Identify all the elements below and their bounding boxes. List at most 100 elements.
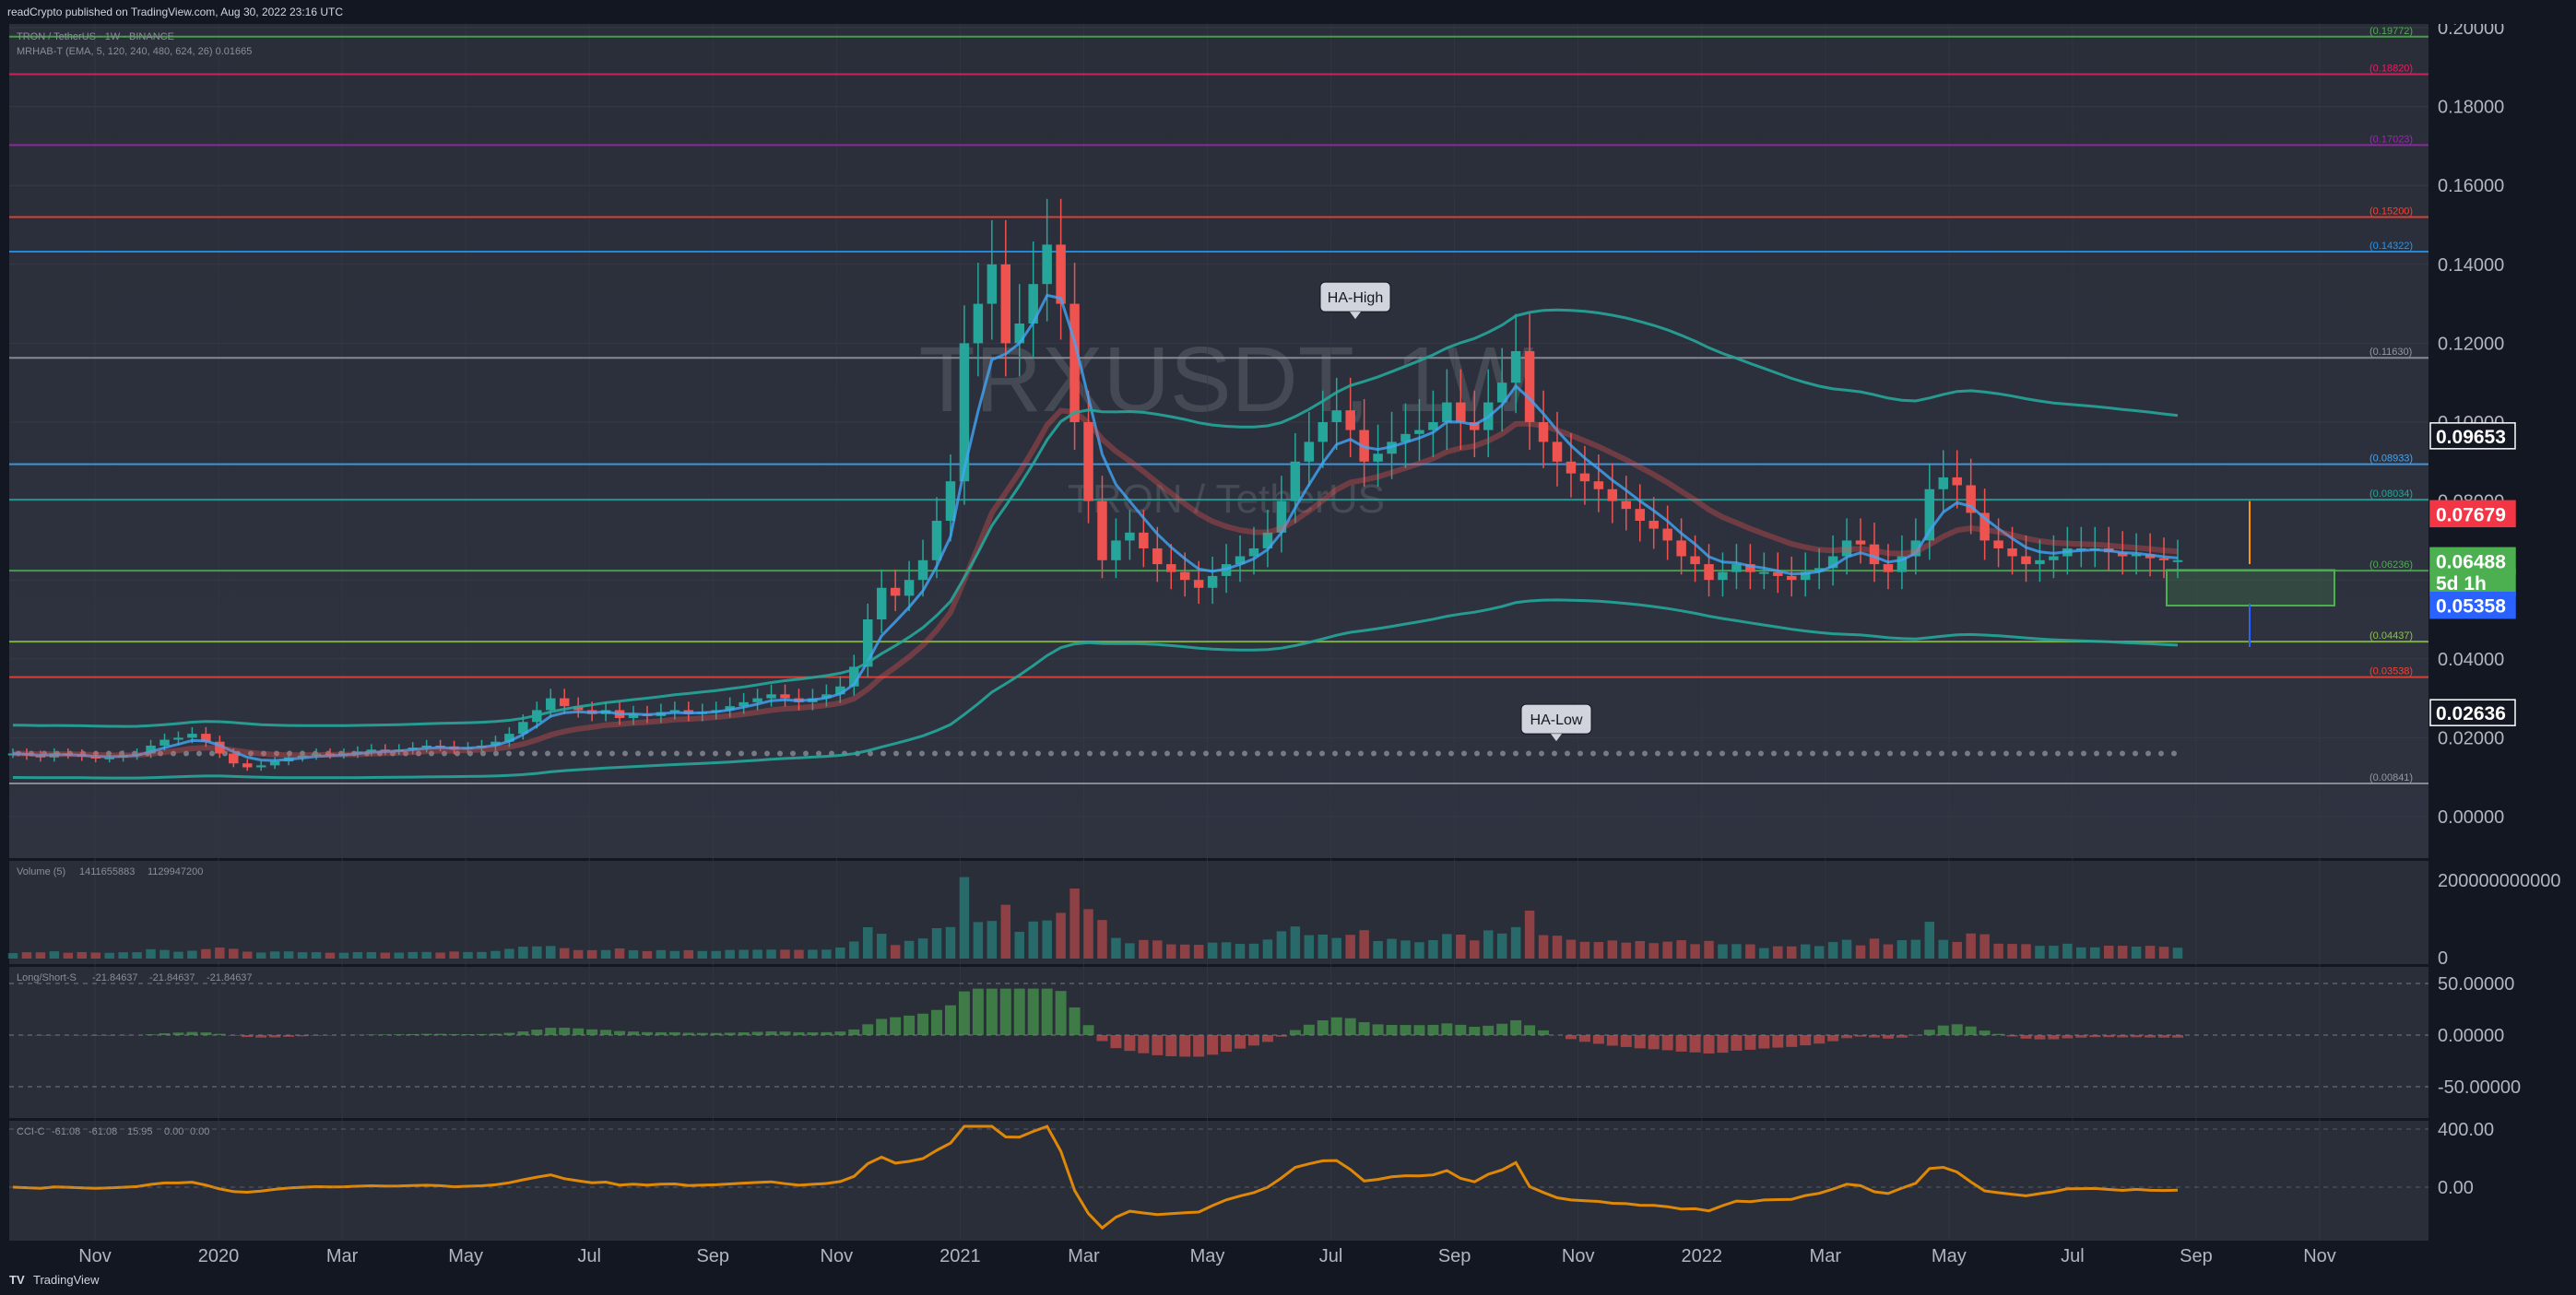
dotted-support-point: [1810, 750, 1815, 757]
dotted-support-point: [1758, 750, 1764, 757]
volume-bar: [1718, 944, 1728, 959]
long-short-bar: [1152, 1035, 1164, 1055]
volume-bar: [1979, 934, 1990, 959]
volume-bar: [146, 948, 156, 959]
price-tag: [2429, 500, 2516, 528]
dotted-support-point: [687, 750, 692, 757]
volume-bar: [2103, 945, 2114, 959]
dotted-support-point: [816, 750, 821, 757]
candle-body: [546, 698, 556, 711]
dotted-support-point: [597, 750, 602, 757]
volume-bar: [269, 951, 280, 959]
long-short-bar: [1386, 1025, 1398, 1035]
candle-body: [1056, 244, 1066, 304]
long-short-bar: [1758, 1035, 1770, 1049]
candle-body: [1607, 489, 1618, 501]
candle-body: [1718, 571, 1728, 581]
long-short-legend[interactable]: Long/Short-S: [17, 972, 77, 983]
long-short-bar: [2172, 1035, 2183, 1038]
time-axis[interactable]: Nov 2020 Mar May Jul Sep Nov 2021 Mar May Jul Sep No…: [78, 1246, 2336, 1266]
volume-bar: [1359, 930, 1369, 959]
candle-body: [1414, 430, 1424, 434]
long-short-bar: [1937, 1025, 1949, 1035]
long-short-bar: [586, 1029, 598, 1035]
candle-body: [1262, 532, 1273, 548]
dotted-support-point: [1681, 750, 1686, 757]
long-short-bar: [751, 1031, 763, 1035]
long-short-bar: [1207, 1035, 1219, 1055]
dotted-support-point: [764, 750, 770, 757]
volume-bar: [90, 952, 100, 959]
dotted-support-point: [1410, 750, 1415, 757]
candle-body: [1745, 564, 1755, 572]
volume-bar: [794, 949, 804, 959]
long-short-value-3: -21.84637: [207, 972, 253, 983]
candle-body: [1496, 383, 1507, 403]
candle-body: [863, 619, 873, 667]
dotted-support-point: [997, 750, 1002, 757]
volume-bar: [1524, 911, 1535, 959]
volume-legend[interactable]: Volume (5): [17, 866, 65, 877]
candle-body: [1428, 422, 1438, 430]
long-short-bar: [1731, 1035, 1743, 1052]
long-short-bar: [821, 1031, 833, 1035]
long-short-bar: [269, 1035, 281, 1038]
volume-bar: [311, 952, 322, 959]
long-short-bar: [696, 1032, 708, 1035]
dotted-support-point: [1294, 750, 1299, 757]
price-tag-label: 0.02636: [2436, 703, 2506, 724]
long-short-bar: [682, 1032, 694, 1035]
chart-area[interactable]: TRXUSDT, 1W TRON / TetherUS (0.19772)(0.…: [0, 24, 2576, 1266]
volume-bar: [559, 948, 570, 959]
volume-bar: [1166, 944, 1176, 959]
long-short-bar: [1110, 1035, 1122, 1049]
long-short-bar: [1717, 1035, 1729, 1054]
volume-bar: [697, 950, 708, 959]
volume-bar: [614, 948, 625, 959]
long-short-pane: [9, 967, 2428, 1118]
long-short-bar: [448, 1033, 460, 1035]
price-tag: [2429, 699, 2516, 726]
volume-bar: [1028, 921, 1038, 959]
candle-body: [1593, 481, 1604, 489]
dotted-support-point: [571, 750, 576, 757]
cci-legend[interactable]: CCI-C: [17, 1126, 45, 1137]
dotted-support-point: [1552, 750, 1557, 757]
volume-bar: [2145, 946, 2156, 959]
candle-body: [1028, 284, 1038, 324]
long-short-bar: [1882, 1035, 1894, 1039]
volume-bar: [1814, 946, 1825, 959]
cci-value-5: 0.00: [190, 1126, 209, 1137]
long-short-bar: [434, 1033, 446, 1035]
candle-body: [1083, 422, 1093, 501]
dotted-support-point: [1836, 750, 1841, 757]
volume-bar: [628, 949, 639, 959]
volume-bar: [1662, 941, 1672, 959]
volume-bar: [600, 949, 611, 959]
price-axis[interactable]: 0.200000.180000.160000.140000.120000.100…: [2438, 24, 2504, 828]
candle-body: [421, 745, 431, 748]
volume-bar: [1097, 920, 1107, 959]
volume-bar: [945, 926, 956, 959]
long-short-bar: [999, 988, 1011, 1035]
indicator-legend[interactable]: MRHAB-T (EMA, 5, 120, 240, 480, 624, 26)…: [17, 46, 252, 57]
fib-label: (0.08034): [2369, 489, 2413, 500]
volume-bar: [1179, 944, 1190, 959]
price-tick-label: 0.16000: [2438, 176, 2504, 196]
volume-bar: [1262, 939, 1273, 959]
volume-bar: [1745, 944, 1755, 959]
volume-indicator: 200000000000 0: [7, 871, 2560, 969]
dotted-support-point: [971, 750, 976, 757]
dotted-support-point: [403, 750, 408, 757]
bollinger-lower-line: [12, 598, 2179, 780]
volume-bar: [1235, 944, 1246, 959]
volume-bar: [849, 941, 859, 959]
candle-body: [1152, 547, 1163, 565]
long-short-bar: [2062, 1035, 2074, 1039]
main-legend[interactable]: TRON / TetherUS · 1W · BINANCE: [17, 31, 174, 42]
dotted-support-point: [1113, 750, 1118, 757]
volume-bar: [1304, 935, 1315, 959]
time-tick-label: Nov: [2303, 1246, 2336, 1266]
dotted-support-point: [2042, 750, 2048, 757]
candle-body: [1814, 568, 1825, 572]
